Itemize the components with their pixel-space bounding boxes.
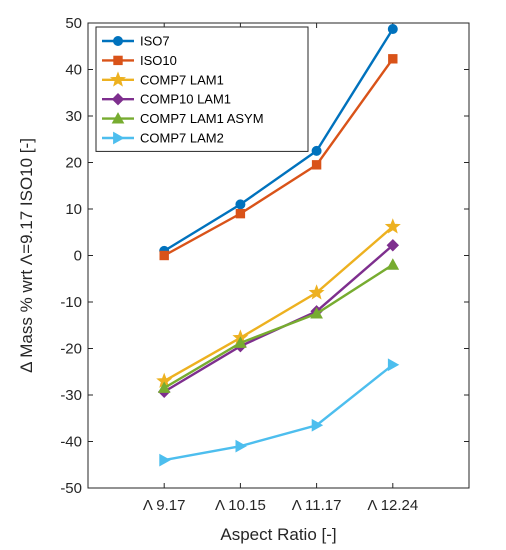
data-point (235, 208, 246, 219)
legend-label: ISO10 (140, 53, 177, 68)
data-point (311, 145, 322, 156)
legend-box (95, 26, 309, 152)
legend-marker (110, 71, 126, 87)
series-line (163, 363, 394, 462)
data-point (234, 336, 247, 348)
legend: ISO7 ISO10 COMP7 LAM1 COMP10 LAM1 COMP7 LAM1… (95, 26, 309, 152)
y-tick-label: 0 (74, 248, 82, 265)
data-point (235, 199, 246, 210)
y-axis-ticks: -50 -40 -30 -20 -10 0 10 20 30 40 50 (60, 15, 469, 497)
legend-item: COMP7 LAM1 ASYM (102, 111, 264, 126)
y-tick-label: 20 (65, 155, 82, 172)
y-tick-label: 50 (65, 15, 82, 32)
y-tick-label: -20 (60, 341, 82, 358)
data-point (387, 358, 400, 372)
series-line (163, 244, 394, 393)
legend-marker (113, 55, 123, 66)
legend-label: COMP7 LAM1 ASYM (140, 111, 264, 126)
series-comp7-lam1-asym (157, 258, 400, 393)
series-line (163, 58, 394, 257)
data-point (388, 54, 398, 64)
legend-label: COMP10 LAM1 (140, 92, 231, 107)
data-point (386, 239, 400, 252)
series-line (163, 263, 394, 390)
y-tick-label: -40 (60, 434, 82, 451)
x-tick-label: Λ 9.17 (143, 497, 186, 514)
y-tick-label: -10 (60, 294, 82, 311)
legend-item: COMP10 LAM1 (102, 92, 231, 107)
legend-item: COMP7 LAM2 (102, 131, 224, 146)
data-point (157, 381, 171, 393)
x-axis-ticks: Λ 9.17 Λ 10.15 Λ 11.17 Λ 12.24 (143, 23, 418, 514)
data-point (235, 439, 247, 453)
series-iso10 (159, 54, 398, 261)
x-tick-label: Λ 11.17 (292, 497, 342, 514)
legend-item: ISO10 (102, 53, 177, 68)
legend-marker (113, 131, 125, 145)
legend-marker (111, 92, 125, 106)
y-tick-label: -50 (60, 480, 82, 497)
y-axis-label: Δ Mass % wrt Λ=9.17 ISO10 [-] (17, 138, 36, 373)
series-line (163, 225, 394, 383)
series-line (163, 28, 394, 252)
series-layer (156, 24, 401, 467)
legend-item: ISO7 (102, 34, 170, 49)
data-point (159, 250, 169, 261)
legend-label: ISO7 (140, 34, 170, 49)
y-tick-label: 30 (65, 108, 82, 125)
series-comp7-lam1 (156, 218, 401, 388)
data-point (310, 307, 323, 319)
data-point (159, 453, 171, 467)
legend-item: COMP7 LAM1 (102, 71, 224, 87)
data-point (308, 284, 325, 300)
x-axis-label: Aspect Ratio [-] (220, 525, 336, 544)
x-tick-label: Λ 12.24 (367, 497, 418, 514)
y-tick-label: 40 (65, 62, 82, 79)
y-tick-label: -30 (60, 387, 82, 404)
series-comp7-lam2 (159, 358, 400, 467)
data-point (311, 160, 322, 170)
y-tick-label: 10 (65, 201, 82, 218)
data-point (384, 218, 401, 234)
data-point (386, 258, 400, 270)
legend-marker (111, 112, 125, 124)
x-tick-label: Λ 10.15 (215, 497, 266, 514)
data-point (311, 418, 324, 432)
legend-label: COMP7 LAM2 (140, 131, 224, 146)
legend-label: COMP7 LAM1 (140, 72, 224, 87)
legend-marker (113, 36, 123, 46)
data-point (387, 24, 398, 35)
series-comp10-lam1 (157, 239, 400, 398)
